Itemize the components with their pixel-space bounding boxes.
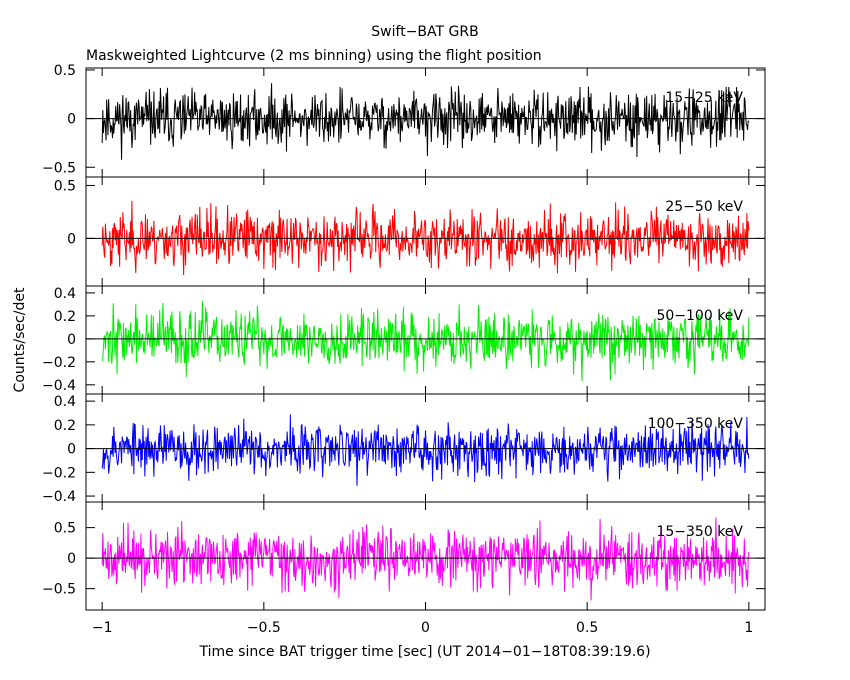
y-tick-label: −0.2 [42, 355, 76, 371]
y-tick-label: 0.5 [54, 178, 76, 194]
series-line [101, 201, 750, 276]
band-label: 15−25 keV [665, 90, 743, 106]
y-tick-label: −0.4 [42, 489, 76, 505]
panel-3: 0.4 0.2 0 −0.2 −0.4 50−100 keV [42, 285, 766, 395]
x-tick-label: −1 [92, 620, 113, 636]
panels-group: 0.5 0 −0.5 15−25 keV 0.5 0 25−50 keV 0.4 0.2 0 −0.… [42, 63, 766, 636]
y-tick-label: 0.5 [54, 63, 76, 79]
band-label: 25−50 keV [665, 199, 743, 215]
y-axis-label: Counts/sec/det [12, 287, 28, 392]
x-tick-label: 0.5 [576, 620, 598, 636]
panel-5: 0.5 0 −0.5 15−350 keV [42, 501, 766, 611]
band-label: 15−350 keV [656, 524, 743, 540]
y-tick-label: 0 [67, 551, 76, 567]
y-tick-label: 0.2 [54, 418, 76, 434]
series-line [101, 414, 750, 486]
panel-2: 0.5 0 25−50 keV [54, 176, 766, 287]
y-tick-label: −0.5 [42, 160, 76, 176]
x-axis-label: Time since BAT trigger time [sec] (UT 20… [198, 644, 650, 660]
y-tick-label: 0 [67, 332, 76, 348]
band-label: 100−350 keV [648, 416, 744, 432]
panel-4: 0.4 0.2 0 −0.2 −0.4 100−350 keV [42, 393, 766, 505]
y-tick-label: 0 [67, 231, 76, 247]
x-tick-label: −0.5 [247, 620, 281, 636]
chart-title: Swift−BAT GRB [371, 24, 478, 40]
panel-1: 0.5 0 −0.5 15−25 keV [42, 63, 766, 178]
y-tick-label: −0.5 [42, 582, 76, 598]
y-tick-label: 0 [67, 112, 76, 128]
x-tick-label: 1 [744, 620, 753, 636]
panel-frame [85, 285, 766, 395]
series-line [101, 83, 750, 160]
x-tick-label: 0 [421, 620, 430, 636]
y-tick-label: −0.2 [42, 465, 76, 481]
y-tick-label: 0.2 [54, 309, 76, 325]
band-label: 50−100 keV [656, 308, 743, 324]
y-tick-label: −0.4 [42, 378, 76, 394]
series-line [101, 517, 750, 601]
y-tick-label: 0.4 [54, 394, 76, 410]
y-tick-label: 0 [67, 442, 76, 458]
y-tick-label: 0.5 [54, 521, 76, 537]
series-line [101, 300, 750, 382]
chart-subtitle: Maskweighted Lightcurve (2 ms binning) u… [86, 48, 542, 64]
y-tick-label: 0.4 [54, 286, 76, 302]
